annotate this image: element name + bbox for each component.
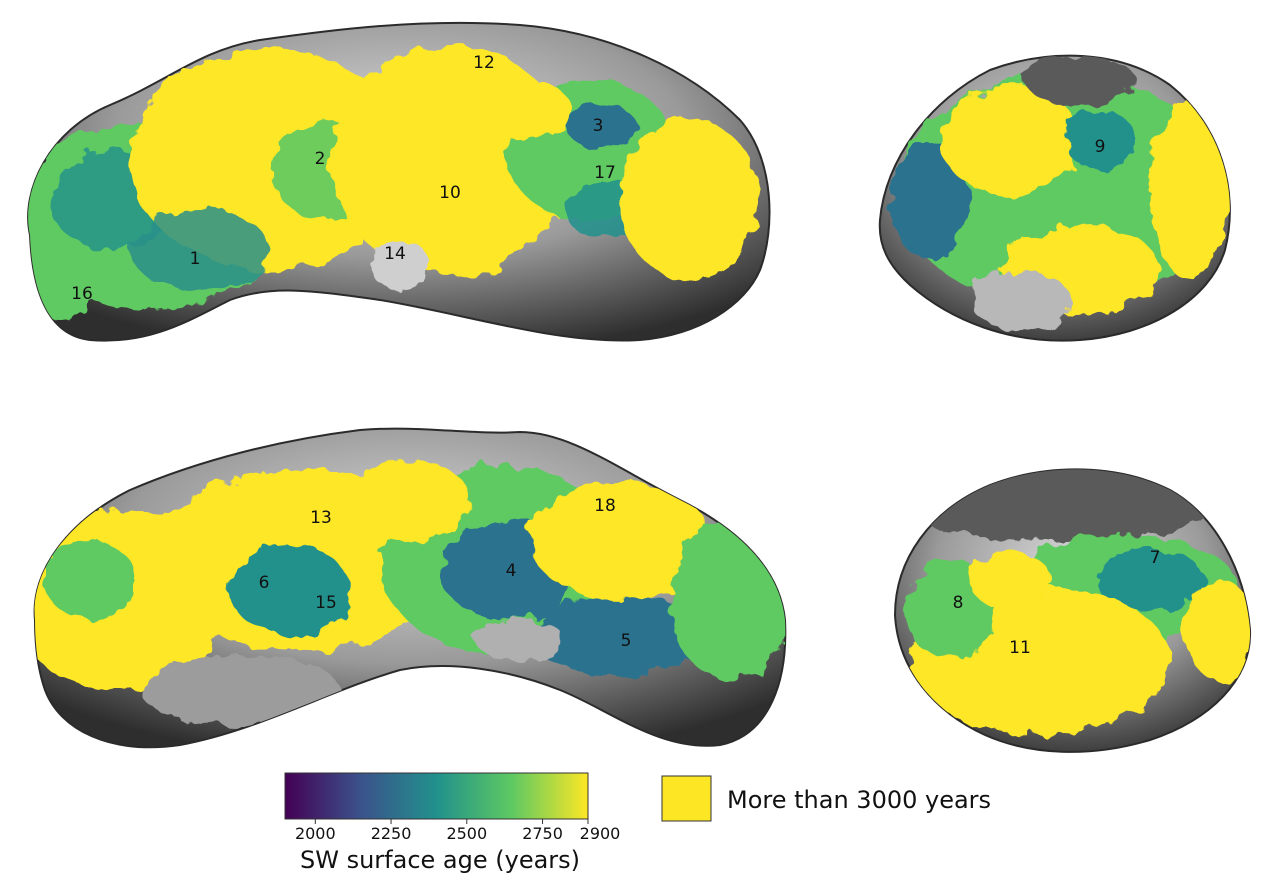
region-label-2: 2 [315, 149, 326, 169]
colorbar-title: SW surface age (years) [300, 846, 580, 874]
region-label-6: 6 [259, 573, 270, 593]
legend: More than 3000 years [661, 775, 991, 822]
bottom-left-view [33, 427, 787, 749]
region-label-14: 14 [384, 244, 406, 264]
region-label-4: 4 [506, 561, 517, 581]
region-label-10: 10 [439, 183, 461, 203]
colorbar-tick-label: 2750 [522, 824, 563, 843]
region-label-18: 18 [594, 496, 616, 516]
region-label-15: 15 [315, 593, 337, 613]
region-label-7: 7 [1150, 548, 1161, 568]
region-label-11: 11 [1009, 638, 1031, 658]
region-label-17: 17 [594, 163, 616, 183]
top-left-view [27, 21, 771, 342]
colorbar-gradient [284, 772, 589, 820]
region-label-8: 8 [953, 593, 964, 613]
region-label-3: 3 [593, 116, 604, 136]
region-label-9: 9 [1095, 137, 1106, 157]
region-label-12: 12 [473, 53, 495, 73]
colorbar-ticks: 2000 2250 2500 2750 2900 [295, 819, 620, 843]
colorbar: 2000 2250 2500 2750 2900 SW surface age (yea… [284, 772, 620, 874]
region-label-16: 16 [71, 284, 93, 304]
region-label-5: 5 [621, 631, 632, 651]
region-label-1: 1 [190, 249, 201, 269]
colorbar-tick-label: 2500 [446, 824, 487, 843]
colorbar-tick-label: 2900 [580, 824, 621, 843]
legend-label: More than 3000 years [727, 786, 991, 814]
colorbar-tick-label: 2000 [295, 824, 336, 843]
legend-swatch [661, 775, 712, 822]
top-right-view [878, 54, 1231, 342]
bottom-right-view [893, 468, 1252, 753]
region-label-13: 13 [310, 508, 332, 528]
colorbar-tick-label: 2250 [371, 824, 412, 843]
